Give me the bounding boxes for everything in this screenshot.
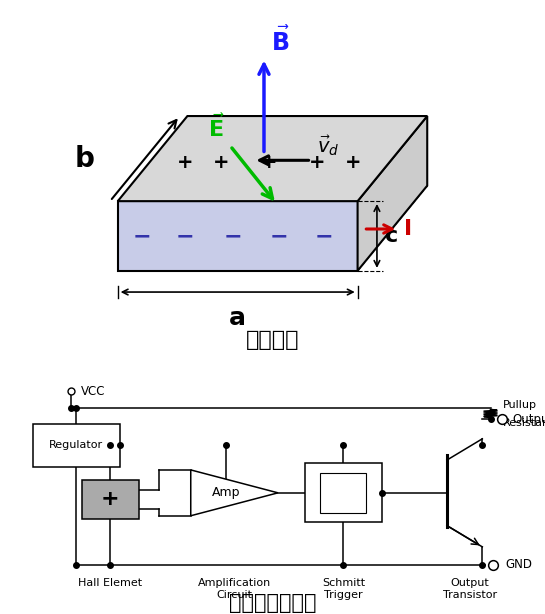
- Text: −: −: [223, 226, 242, 246]
- Text: Hall Elemet: Hall Elemet: [78, 578, 142, 588]
- Text: −: −: [175, 226, 194, 246]
- Text: $\vec{\mathbf{E}}$: $\vec{\mathbf{E}}$: [208, 114, 225, 141]
- Text: −: −: [314, 226, 334, 246]
- Polygon shape: [118, 116, 427, 201]
- Bar: [320, 473, 366, 513]
- Text: Schmitt
Trigger: Schmitt Trigger: [322, 578, 365, 600]
- Bar: [305, 464, 382, 523]
- Polygon shape: [191, 470, 278, 516]
- Text: −: −: [132, 226, 151, 246]
- Text: I: I: [404, 219, 412, 239]
- Text: +: +: [308, 154, 325, 173]
- Text: −: −: [269, 226, 288, 246]
- Text: +: +: [101, 489, 120, 510]
- Text: Pullup: Pullup: [502, 400, 536, 410]
- Text: VCC: VCC: [81, 385, 105, 398]
- Bar: [82, 480, 139, 519]
- Text: Output
Transistor: Output Transistor: [443, 578, 497, 600]
- Text: Output: Output: [512, 413, 545, 426]
- Polygon shape: [358, 116, 427, 271]
- Text: GND: GND: [505, 558, 532, 572]
- Polygon shape: [118, 201, 358, 271]
- Text: 内部结构示意图: 内部结构示意图: [229, 593, 316, 613]
- Text: +: +: [177, 154, 193, 173]
- Text: 霏尔效应: 霏尔效应: [246, 330, 299, 351]
- Text: +: +: [261, 154, 277, 173]
- Text: Amp: Amp: [212, 486, 240, 499]
- Text: Amplification
Circuit: Amplification Circuit: [198, 578, 271, 600]
- Text: a: a: [229, 306, 246, 330]
- Text: Resistance: Resistance: [502, 418, 545, 429]
- Text: $\vec{\mathbf{B}}$: $\vec{\mathbf{B}}$: [271, 26, 290, 56]
- Text: +: +: [344, 154, 361, 173]
- Text: c: c: [385, 226, 398, 246]
- Text: +: +: [213, 154, 229, 173]
- Bar: [33, 424, 120, 467]
- Text: $\vec{v}_d$: $\vec{v}_d$: [317, 134, 340, 158]
- Text: Regulator: Regulator: [49, 440, 104, 450]
- Text: b: b: [75, 144, 95, 173]
